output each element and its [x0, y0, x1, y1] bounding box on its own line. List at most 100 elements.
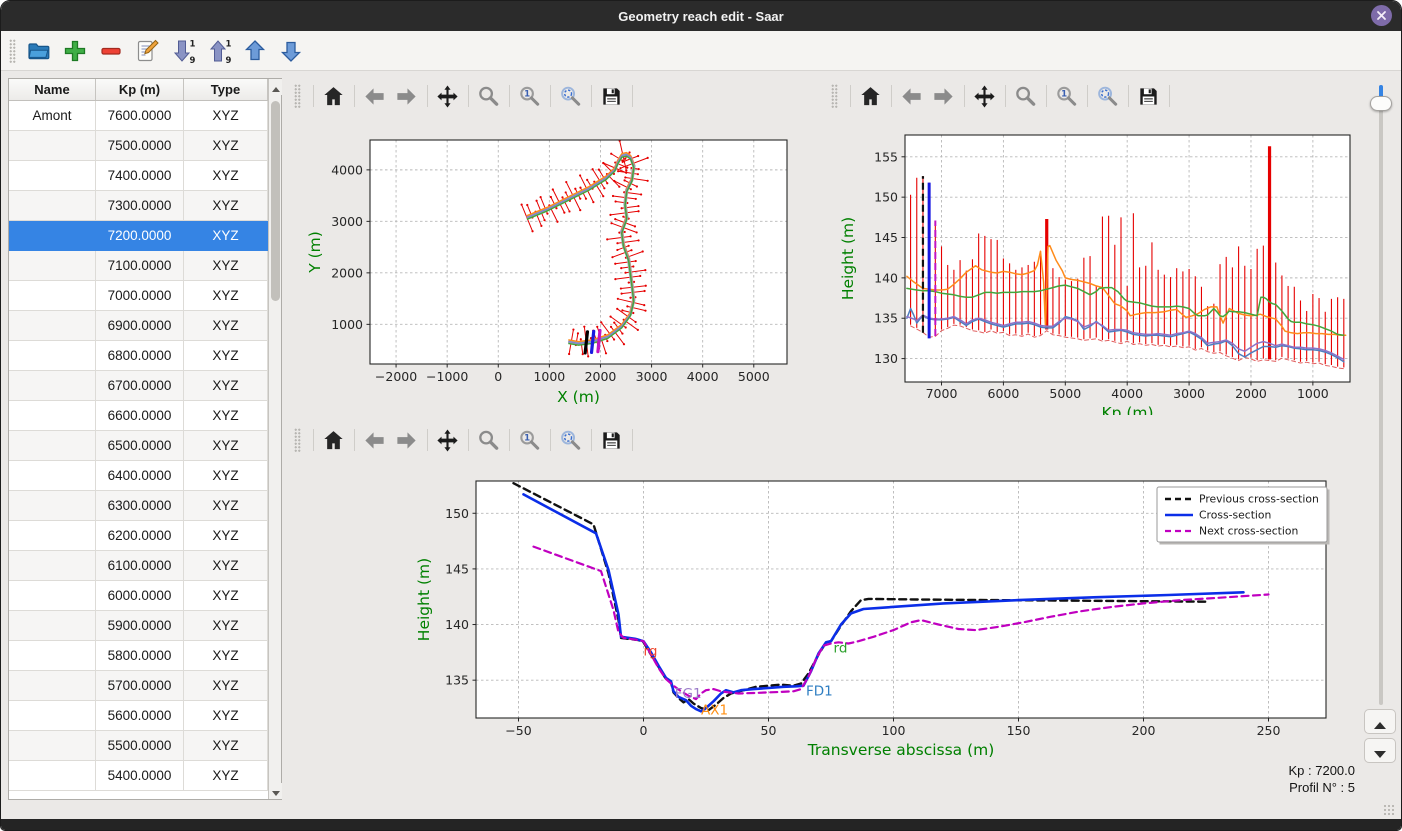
type-cell[interactable]: XYZ	[184, 641, 268, 671]
kp-cell[interactable]: 5700.0000	[96, 671, 184, 701]
move-up-button[interactable]	[240, 36, 270, 66]
back-button[interactable]	[361, 82, 389, 110]
toolbar-drag-handle[interactable]	[294, 428, 301, 452]
kp-cell[interactable]: 6600.0000	[96, 401, 184, 431]
pan-button[interactable]	[971, 82, 999, 110]
table-row[interactable]: 7000.0000 XYZ	[9, 281, 268, 311]
name-cell[interactable]	[9, 131, 96, 161]
kp-cell[interactable]: 6900.0000	[96, 311, 184, 341]
table-scrollbar-thumb[interactable]	[271, 101, 280, 301]
kp-cell[interactable]: 7500.0000	[96, 131, 184, 161]
name-cell[interactable]	[9, 251, 96, 281]
table-scrollbar[interactable]	[268, 79, 282, 799]
table-row[interactable]: 5600.0000 XYZ	[9, 701, 268, 731]
zoom-button[interactable]	[475, 426, 503, 454]
scroll-up-button[interactable]	[269, 79, 282, 95]
name-cell[interactable]	[9, 371, 96, 401]
name-cell[interactable]	[9, 431, 96, 461]
type-cell[interactable]: XYZ	[184, 191, 268, 221]
type-cell[interactable]: XYZ	[184, 311, 268, 341]
home-button[interactable]	[857, 82, 885, 110]
table-row[interactable]: 6900.0000 XYZ	[9, 311, 268, 341]
toolbar-drag-handle[interactable]	[831, 84, 838, 108]
type-cell[interactable]: XYZ	[184, 671, 268, 701]
name-cell[interactable]	[9, 341, 96, 371]
table-row[interactable]: Amont 7600.0000 XYZ	[9, 101, 268, 131]
remove-button[interactable]	[96, 36, 126, 66]
name-cell[interactable]	[9, 521, 96, 551]
home-button[interactable]	[320, 82, 348, 110]
type-cell[interactable]: XYZ	[184, 761, 268, 791]
table-row[interactable]: 6200.0000 XYZ	[9, 521, 268, 551]
kp-cell[interactable]: 6300.0000	[96, 491, 184, 521]
table-row[interactable]: 5500.0000 XYZ	[9, 731, 268, 761]
type-cell[interactable]: XYZ	[184, 131, 268, 161]
kp-cell[interactable]: 6000.0000	[96, 581, 184, 611]
table-row[interactable]: 5700.0000 XYZ	[9, 671, 268, 701]
name-cell[interactable]	[9, 611, 96, 641]
type-cell[interactable]: XYZ	[184, 581, 268, 611]
close-button[interactable]	[1371, 5, 1392, 26]
type-cell[interactable]: XYZ	[184, 371, 268, 401]
forward-button[interactable]	[930, 82, 958, 110]
pan-button[interactable]	[434, 426, 462, 454]
name-cell[interactable]	[9, 761, 96, 791]
table-row[interactable]: 7500.0000 XYZ	[9, 131, 268, 161]
table-row[interactable]: 6800.0000 XYZ	[9, 341, 268, 371]
kp-cell[interactable]: 7600.0000	[96, 101, 184, 131]
name-cell[interactable]	[9, 281, 96, 311]
name-cell[interactable]: Amont	[9, 101, 96, 131]
move-down-button[interactable]	[276, 36, 306, 66]
home-button[interactable]	[320, 426, 348, 454]
table-row[interactable]: 6300.0000 XYZ	[9, 491, 268, 521]
forward-button[interactable]	[393, 426, 421, 454]
zoom-reset-button[interactable]	[1094, 82, 1122, 110]
zoom-reset-button[interactable]	[557, 426, 585, 454]
zoom-1-button[interactable]: 1	[1053, 82, 1081, 110]
name-cell[interactable]	[9, 701, 96, 731]
table-row[interactable]: 6000.0000 XYZ	[9, 581, 268, 611]
toolbar-drag-handle[interactable]	[294, 84, 301, 108]
table-row[interactable]: 6100.0000 XYZ	[9, 551, 268, 581]
table-row[interactable]: 5800.0000 XYZ	[9, 641, 268, 671]
zoom-1-button[interactable]: 1	[516, 82, 544, 110]
forward-button[interactable]	[393, 82, 421, 110]
type-cell[interactable]: XYZ	[184, 431, 268, 461]
table-row[interactable]: 6500.0000 XYZ	[9, 431, 268, 461]
save-button[interactable]	[1135, 82, 1163, 110]
zoom-button[interactable]	[1012, 82, 1040, 110]
plan-view-plot[interactable]: −2000 −1000 0 1000 2000 3000 4000 5000 1000 2000 3…	[288, 115, 824, 415]
open-button[interactable]	[24, 36, 54, 66]
scroll-down-button[interactable]	[269, 783, 282, 799]
name-cell[interactable]	[9, 401, 96, 431]
kp-cell[interactable]: 7300.0000	[96, 191, 184, 221]
kp-cell[interactable]: 7100.0000	[96, 251, 184, 281]
kp-cell[interactable]: 7200.0000	[96, 221, 184, 251]
name-cell[interactable]	[9, 191, 96, 221]
name-cell[interactable]	[9, 161, 96, 191]
table-row[interactable]: 7100.0000 XYZ	[9, 251, 268, 281]
type-cell[interactable]: XYZ	[184, 521, 268, 551]
table-row[interactable]: 5900.0000 XYZ	[9, 611, 268, 641]
kp-cell[interactable]: 5600.0000	[96, 701, 184, 731]
zoom-1-button[interactable]: 1	[516, 426, 544, 454]
zoom-button[interactable]	[475, 82, 503, 110]
kp-cell[interactable]: 6200.0000	[96, 521, 184, 551]
name-cell[interactable]	[9, 581, 96, 611]
kp-cell[interactable]: 6100.0000	[96, 551, 184, 581]
table-row[interactable]: 7300.0000 XYZ	[9, 191, 268, 221]
name-cell[interactable]	[9, 311, 96, 341]
kp-cell[interactable]: 6500.0000	[96, 431, 184, 461]
type-cell[interactable]: XYZ	[184, 731, 268, 761]
type-cell[interactable]: XYZ	[184, 101, 268, 131]
table-row[interactable]: 7200.0000 XYZ	[9, 221, 268, 251]
column-header-type[interactable]: Type	[184, 79, 268, 100]
type-cell[interactable]: XYZ	[184, 221, 268, 251]
back-button[interactable]	[898, 82, 926, 110]
column-header-name[interactable]: Name	[9, 79, 96, 100]
name-cell[interactable]	[9, 641, 96, 671]
kp-cell[interactable]: 5500.0000	[96, 731, 184, 761]
